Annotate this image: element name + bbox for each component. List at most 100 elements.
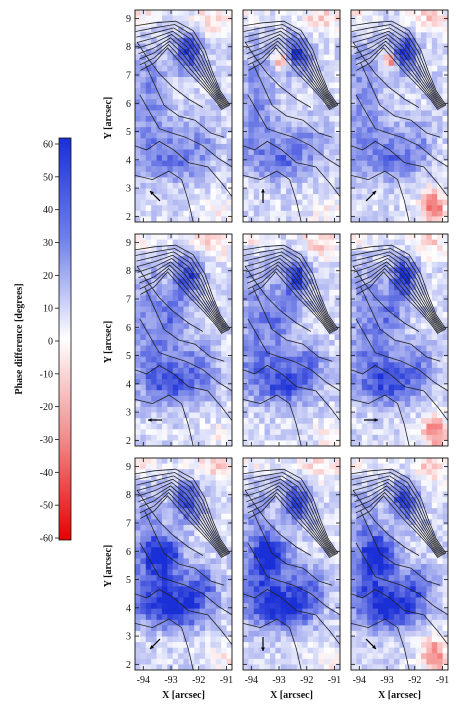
heatmap-cell xyxy=(302,110,309,117)
heatmap-cell xyxy=(161,132,168,139)
heatmap-cell xyxy=(334,412,340,419)
heatmap-cell xyxy=(248,143,255,150)
heatmap-cell xyxy=(367,289,373,296)
heatmap-cell xyxy=(178,149,184,156)
heatmap-cell xyxy=(183,513,190,520)
heatmap-cell xyxy=(156,440,163,446)
heatmap-cell xyxy=(161,591,168,598)
heatmap-cell xyxy=(151,395,157,402)
heatmap-cell xyxy=(329,384,336,391)
heatmap-cell xyxy=(172,317,179,324)
heatmap-cell xyxy=(426,412,433,419)
heatmap-cell xyxy=(367,356,373,363)
heatmap-cell xyxy=(442,245,448,252)
heatmap-cell xyxy=(140,116,147,122)
heatmap-cell xyxy=(183,552,190,559)
heatmap-cell xyxy=(264,216,271,222)
heatmap-cell xyxy=(188,552,195,559)
heatmap-cell xyxy=(205,82,211,89)
heatmap-cell xyxy=(302,373,309,380)
heatmap-cell xyxy=(167,284,174,291)
heatmap-cell xyxy=(259,256,265,263)
heatmap-cell xyxy=(210,323,217,330)
heatmap-cell xyxy=(140,469,147,476)
heatmap-cell xyxy=(205,160,211,167)
heatmap-cell xyxy=(167,379,174,386)
heatmap-cell xyxy=(145,547,152,554)
panel-frame xyxy=(134,9,233,223)
heatmap-cell xyxy=(259,26,265,33)
heatmap-cell xyxy=(426,423,433,430)
contour-line xyxy=(243,170,302,222)
heatmap-cell xyxy=(431,278,438,285)
heatmap-cell xyxy=(215,524,222,531)
heatmap-cell xyxy=(275,76,282,83)
heatmap-cell xyxy=(221,273,228,280)
contour-line xyxy=(139,44,224,110)
heatmap-cell xyxy=(167,485,174,492)
heatmap-cell xyxy=(210,406,217,413)
heatmap-cell xyxy=(145,340,152,346)
heatmap-cell xyxy=(178,256,184,263)
colorbar-tick-label: -20 xyxy=(40,402,53,413)
heatmap-cell xyxy=(421,49,427,56)
heatmap-cell xyxy=(329,334,336,341)
heatmap-cell xyxy=(194,619,201,626)
heatmap-cell xyxy=(145,210,152,217)
heatmap-cell xyxy=(226,149,232,156)
heatmap-cell xyxy=(313,121,319,128)
heatmap-cell xyxy=(394,65,400,72)
heatmap-cell xyxy=(243,373,249,380)
heatmap-cell xyxy=(199,166,206,173)
heatmap-cell xyxy=(399,390,406,397)
heatmap-cell xyxy=(140,317,147,324)
heatmap-cell xyxy=(323,188,330,195)
y-tick-label: 5 xyxy=(126,127,131,138)
heatmap-cell xyxy=(210,32,217,39)
heatmap-cell xyxy=(135,658,141,665)
heatmap-cell xyxy=(388,177,395,184)
heatmap-cell xyxy=(183,345,190,352)
heatmap-cell xyxy=(194,182,201,189)
heatmap-cell xyxy=(178,379,184,386)
heatmap-cell xyxy=(183,26,190,33)
colorbar-tick-label: -50 xyxy=(40,501,53,512)
heatmap-cell xyxy=(172,93,179,100)
heatmap-cell xyxy=(253,149,260,156)
heatmap-cell xyxy=(313,256,319,263)
heatmap-cell xyxy=(426,434,433,441)
heatmap-cell xyxy=(215,463,222,470)
heatmap-cell xyxy=(264,234,271,240)
heatmap-cell xyxy=(215,367,222,374)
heatmap-cell xyxy=(351,32,357,39)
heatmap-cell xyxy=(372,37,379,44)
heatmap-cell xyxy=(275,395,282,402)
heatmap-cell xyxy=(205,367,211,374)
heatmap-cell xyxy=(421,273,427,280)
heatmap-cell xyxy=(178,199,184,206)
heatmap-cell xyxy=(286,121,292,128)
heatmap-cell xyxy=(172,127,179,134)
heatmap-cell xyxy=(167,608,174,615)
heatmap-cell xyxy=(399,82,406,89)
heatmap-cell xyxy=(367,261,373,268)
heatmap-cell xyxy=(188,65,195,72)
heatmap-cell xyxy=(145,273,152,280)
heatmap-cell xyxy=(318,440,325,446)
heatmap-cell xyxy=(415,328,422,335)
heatmap-cell xyxy=(351,199,357,206)
heatmap-cell xyxy=(151,127,157,134)
heatmap-cell xyxy=(226,412,232,419)
heatmap-cell xyxy=(161,334,168,341)
heatmap-cell xyxy=(404,401,411,408)
heatmap-cell xyxy=(334,182,340,189)
heatmap-cell xyxy=(221,37,228,44)
heatmap-cell xyxy=(269,60,276,67)
heatmap-cell xyxy=(286,171,292,178)
heatmap-cell xyxy=(356,317,363,324)
heatmap-cell xyxy=(199,345,206,352)
heatmap-cell xyxy=(307,261,314,268)
heatmap-cell xyxy=(399,32,406,39)
heatmap-cell xyxy=(226,49,232,56)
heatmap-cell xyxy=(280,138,287,145)
